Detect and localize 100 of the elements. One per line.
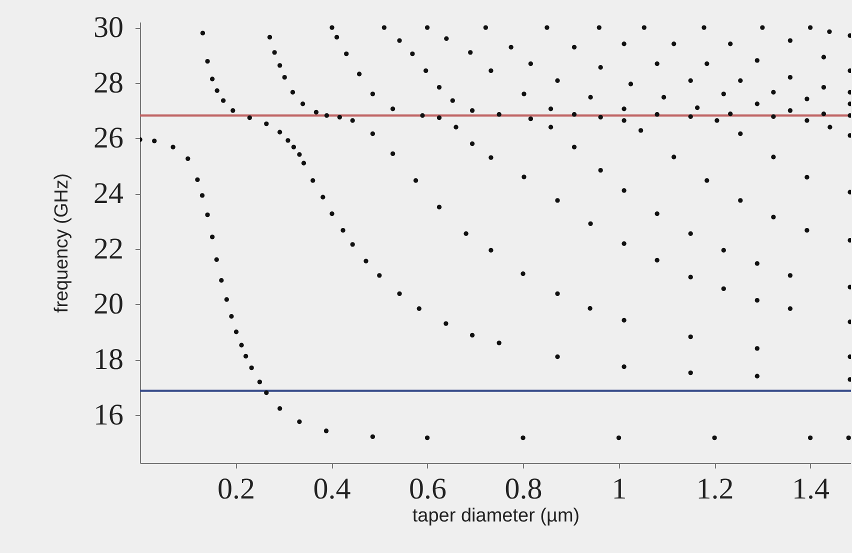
point xyxy=(848,133,851,138)
point xyxy=(555,354,560,360)
point xyxy=(397,38,402,43)
point xyxy=(416,306,422,311)
point xyxy=(300,102,306,106)
point xyxy=(702,25,706,30)
point xyxy=(672,154,676,160)
point xyxy=(413,178,418,183)
point xyxy=(314,110,319,115)
point xyxy=(382,25,387,30)
point xyxy=(704,61,710,66)
point xyxy=(821,112,826,116)
point xyxy=(622,118,626,123)
point xyxy=(548,106,554,112)
point xyxy=(555,198,560,203)
point xyxy=(804,228,810,233)
y-tick-label: 16 xyxy=(94,398,124,432)
point xyxy=(555,78,560,83)
point xyxy=(848,377,851,382)
point xyxy=(622,106,626,112)
point xyxy=(754,374,760,378)
point xyxy=(848,102,851,106)
point xyxy=(616,435,622,440)
x-tick-label: 1.4 xyxy=(792,472,830,506)
point xyxy=(230,108,236,113)
point xyxy=(821,54,826,60)
point xyxy=(488,248,494,253)
point xyxy=(622,188,626,193)
point xyxy=(688,231,693,236)
point xyxy=(728,42,733,46)
point xyxy=(214,257,219,262)
point xyxy=(450,98,455,103)
point xyxy=(528,61,534,66)
point xyxy=(310,178,316,183)
point xyxy=(420,113,425,118)
point xyxy=(239,342,244,348)
point xyxy=(496,340,502,346)
point xyxy=(370,92,376,96)
point xyxy=(598,65,603,70)
point xyxy=(848,113,851,118)
point xyxy=(290,90,296,95)
point xyxy=(754,261,760,266)
point xyxy=(672,42,676,46)
point xyxy=(267,34,272,40)
point xyxy=(522,174,526,180)
point xyxy=(622,318,626,323)
point xyxy=(688,114,693,119)
point xyxy=(622,42,626,46)
point xyxy=(205,58,210,64)
point xyxy=(654,61,660,66)
x-tick-label: 0.4 xyxy=(313,472,351,506)
point xyxy=(205,212,210,218)
point xyxy=(186,156,190,162)
point xyxy=(291,144,296,150)
point xyxy=(738,131,743,136)
point xyxy=(622,241,626,246)
point xyxy=(377,273,382,278)
point xyxy=(444,36,449,41)
point xyxy=(721,92,726,96)
point xyxy=(264,121,269,126)
point xyxy=(210,234,215,240)
point xyxy=(330,25,334,30)
point xyxy=(200,30,206,36)
point xyxy=(330,211,334,216)
point xyxy=(771,214,776,220)
point xyxy=(555,291,560,296)
y-tick-label: 22 xyxy=(94,232,124,266)
point xyxy=(808,435,813,440)
point xyxy=(622,364,626,370)
point xyxy=(277,63,282,68)
point xyxy=(548,124,554,130)
y-tick-label: 28 xyxy=(94,66,124,100)
point xyxy=(788,108,793,113)
point xyxy=(714,118,720,123)
x-tick-label: 0.8 xyxy=(504,472,542,506)
point xyxy=(754,346,760,351)
point xyxy=(528,116,534,122)
point xyxy=(642,25,647,30)
point xyxy=(804,118,810,123)
point xyxy=(688,78,693,83)
point xyxy=(324,428,329,434)
point xyxy=(397,291,402,296)
point xyxy=(277,130,282,134)
point xyxy=(410,51,415,56)
point xyxy=(628,82,634,86)
point xyxy=(356,72,362,76)
point xyxy=(219,278,224,283)
point xyxy=(728,112,733,116)
point xyxy=(234,330,239,334)
point xyxy=(297,419,302,424)
point xyxy=(350,118,355,123)
point xyxy=(596,25,602,30)
point xyxy=(364,258,368,264)
x-tick-label: 0.2 xyxy=(218,472,256,506)
point xyxy=(738,198,743,203)
point xyxy=(468,50,473,55)
point xyxy=(297,152,302,157)
point xyxy=(340,228,346,233)
point xyxy=(721,286,726,292)
point xyxy=(848,33,851,38)
